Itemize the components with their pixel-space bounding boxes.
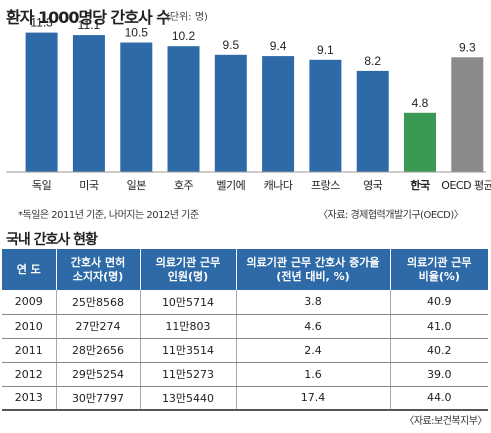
bar-value-label: 11.1 [78, 18, 101, 32]
bar [262, 56, 295, 172]
cell-employed: 10만5714 [139, 290, 236, 315]
chart-title: 환자 1000명당 간호사 수 [6, 8, 171, 27]
bar [214, 54, 247, 172]
bar [120, 42, 153, 172]
bar [404, 112, 436, 172]
cell-licensed: 28만2656 [55, 338, 140, 363]
bar-value-label: 4.8 [412, 96, 429, 110]
cell-growth: 17.4 [235, 386, 390, 411]
bar-value-label: 9.1 [317, 43, 334, 57]
cell-year: 2011 [2, 338, 56, 363]
header-ratio: 의료기관 근무 비율(%) [389, 249, 488, 290]
table-source: 〈자료:보건복지부〉 [404, 416, 487, 427]
bar-value-label: 10.5 [125, 26, 149, 40]
table-header-row: 연 도 간호사 면허 소지자(명) 의료기관 근무 인원(명) 의료기관 근무 … [2, 249, 488, 290]
cell-licensed: 29만5254 [55, 362, 140, 387]
header-growth: 의료기관 근무 간호사 증가율 (전년 대비, %) [235, 249, 390, 290]
header-employed: 의료기관 근무 인원(명) [139, 249, 236, 290]
cell-licensed: 30만7797 [55, 386, 140, 411]
cell-growth: 4.6 [235, 314, 390, 339]
bar-value-label: 9.4 [270, 39, 287, 53]
table-row: 2011 28만2656 11만3514 2.4 40.2 [2, 338, 488, 363]
category-label: 벨기에 [216, 179, 245, 192]
cell-ratio: 41.0 [389, 314, 488, 339]
cell-ratio: 40.2 [389, 338, 488, 363]
bar-value-label: 8.2 [364, 54, 381, 68]
cell-licensed: 25만8568 [55, 290, 140, 315]
cell-year: 2012 [2, 362, 56, 387]
bar-chart: 11.3 독일 11.1 미국 10.5 일본 10.2 호주 9.5 벨기에 9.4 캐나다 9.1 프… [6, 16, 491, 192]
cell-employed: 13만5440 [139, 386, 236, 411]
bar [451, 57, 484, 172]
cell-year: 2010 [2, 314, 56, 339]
chart-unit: (단위: 명) [166, 12, 208, 23]
table-row: 2010 27만274 11만803 4.6 41.0 [2, 314, 488, 339]
table-row: 2013 30만7797 13만5440 17.4 44.0 [2, 386, 488, 411]
cell-year: 2013 [2, 386, 56, 411]
category-label: 프랑스 [311, 179, 340, 192]
bar-value-label: 11.3 [30, 16, 53, 30]
header-year: 연 도 [2, 249, 56, 290]
cell-ratio: 44.0 [389, 386, 488, 411]
table-title: 국내 간호사 현황 [6, 232, 98, 248]
table-row: 2012 29만5254 11만5273 1.6 39.0 [2, 362, 488, 387]
category-label: 일본 [127, 178, 147, 192]
cell-growth: 2.4 [235, 338, 390, 363]
category-label: OECD 평균 [441, 179, 491, 192]
header-licensed: 간호사 면허 소지자(명) [55, 249, 140, 290]
category-label: 한국 [410, 178, 430, 192]
category-label: 독일 [32, 178, 52, 192]
bar-value-label: 10.2 [172, 29, 196, 43]
category-label: 영국 [363, 179, 383, 192]
category-label: 캐나다 [264, 179, 293, 192]
cell-ratio: 39.0 [389, 362, 488, 387]
cell-employed: 11만3514 [139, 338, 236, 363]
category-label: 미국 [79, 179, 99, 192]
bar [25, 32, 58, 172]
bar-value-label: 9.5 [222, 38, 239, 52]
bar [167, 46, 200, 173]
chart-source: 〈자료: 경제협력개발기구(OECD)〉 [318, 210, 464, 221]
cell-growth: 3.8 [235, 290, 390, 315]
cell-year: 2009 [2, 290, 56, 315]
cell-employed: 11만803 [139, 314, 236, 339]
cell-ratio: 40.9 [389, 290, 488, 315]
chart-footnote: *독일은 2011년 기준, 나머지는 2012년 기준 [18, 210, 199, 221]
bar [72, 35, 105, 172]
bar-value-label: 9.3 [459, 40, 476, 54]
cell-licensed: 27만274 [55, 314, 140, 339]
bar [356, 70, 389, 172]
cell-growth: 1.6 [235, 362, 390, 387]
table-row: 2009 25만8568 10만5714 3.8 40.9 [2, 290, 488, 315]
category-label: 호주 [174, 179, 194, 192]
cell-employed: 11만5273 [139, 362, 236, 387]
nurse-status-table: 연 도 간호사 면허 소지자(명) 의료기관 근무 인원(명) 의료기관 근무 … [2, 249, 488, 411]
bar [309, 59, 342, 172]
